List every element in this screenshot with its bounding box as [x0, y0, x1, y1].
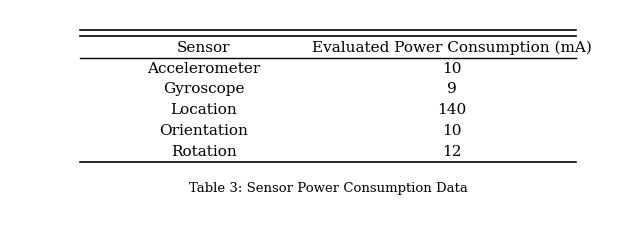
Text: Table 3: Sensor Power Consumption Data: Table 3: Sensor Power Consumption Data — [189, 182, 467, 195]
